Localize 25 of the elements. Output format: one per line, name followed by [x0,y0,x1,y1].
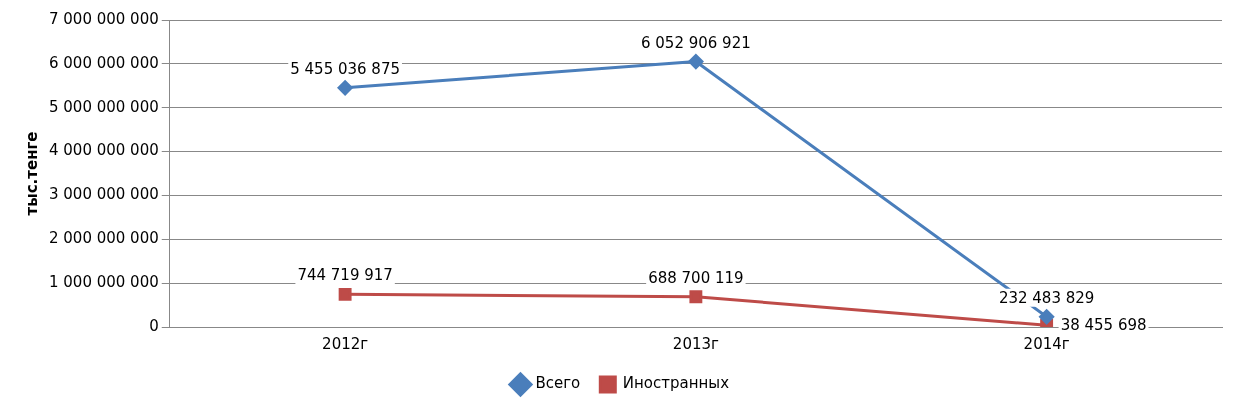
y-tick-label: 6 000 000 000 [48,53,159,72]
x-tick-label: 2012г [322,334,369,353]
point [338,287,352,301]
data-label: 6 052 906 921 [640,33,751,52]
data-label: 232 483 829 [998,288,1095,307]
y-tick-label: 7 000 000 000 [48,9,159,28]
y-tick-label: 4 000 000 000 [48,141,159,160]
y-tick-label: 1 000 000 000 [48,273,159,292]
data-label: 688 700 119 [648,268,744,287]
point [337,80,353,96]
legend-label: Всего [535,374,581,393]
data-label: 38 455 698 [1060,316,1147,335]
y-tick-label: 5 000 000 000 [48,97,159,116]
legend-label: Иностранных [622,374,730,393]
y-tick-label: 3 000 000 000 [48,185,159,204]
x-tick-label: 2013г [672,334,720,353]
point [688,54,704,70]
data-label: 744 719 917 [297,266,393,285]
point [1039,309,1055,325]
y-tick-label: 2 000 000 000 [48,229,159,248]
y-tick-label: 0 [149,316,159,335]
data-label: 5 455 036 875 [290,59,400,78]
point [689,290,703,304]
x-tick-label: 2014г [1023,334,1070,353]
y-axis-title: тыс.тенге [22,131,41,216]
